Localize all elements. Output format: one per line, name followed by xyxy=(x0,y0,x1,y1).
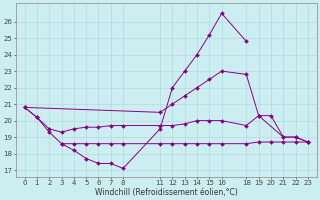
X-axis label: Windchill (Refroidissement éolien,°C): Windchill (Refroidissement éolien,°C) xyxy=(95,188,238,197)
